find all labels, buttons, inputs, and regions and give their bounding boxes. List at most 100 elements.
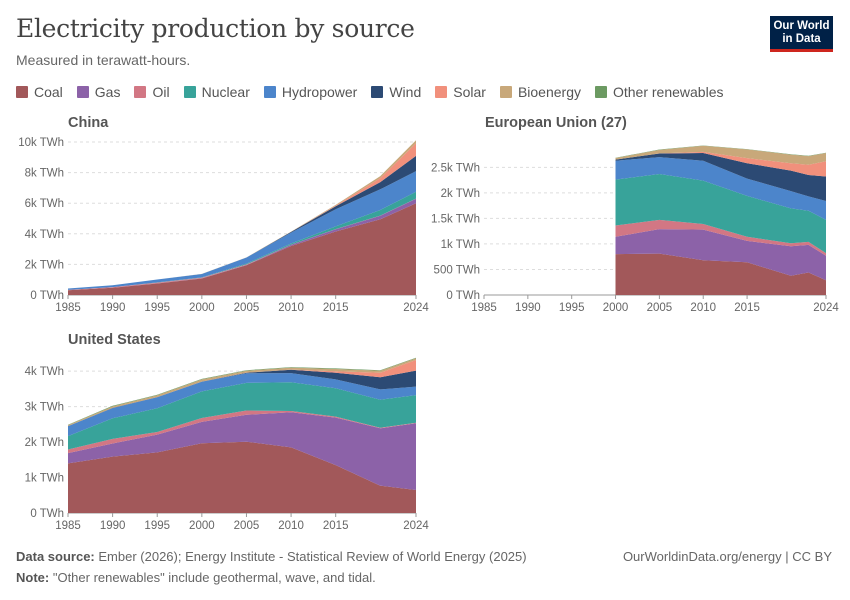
area-coal[interactable] — [68, 203, 416, 295]
x-tick-label: 2015 — [734, 302, 760, 314]
legend-item-hydropower[interactable]: Hydropower — [263, 84, 358, 100]
y-tick-label: 0 TWh — [446, 290, 480, 302]
y-tick-label: 3k TWh — [25, 402, 64, 414]
legend-label: Hydropower — [281, 84, 358, 100]
x-tick-label: 2015 — [323, 302, 349, 314]
area-nuclear[interactable] — [615, 174, 827, 254]
note-text: "Other renewables" include geothermal, w… — [52, 570, 376, 585]
x-tick-label: 2024 — [403, 302, 429, 314]
legend-item-oil[interactable]: Oil — [134, 84, 170, 100]
x-tick-label: 2000 — [189, 520, 215, 532]
chart-title: Electricity production by source — [16, 14, 415, 43]
x-tick-label: 2024 — [403, 520, 429, 532]
logo-line-2: in Data — [782, 33, 821, 45]
legend-item-nuclear[interactable]: Nuclear — [183, 84, 250, 100]
legend-label: Oil — [152, 84, 170, 100]
y-tick-label: 2k TWh — [25, 259, 64, 271]
x-tick-label: 2015 — [323, 520, 349, 532]
x-tick-label: 1985 — [55, 520, 81, 532]
y-tick-label: 6k TWh — [25, 198, 64, 210]
area-bioenergy[interactable] — [615, 145, 827, 165]
panel-title: China — [68, 115, 109, 131]
legend-label: Nuclear — [201, 84, 250, 100]
legend-item-coal[interactable]: Coal — [16, 84, 63, 100]
legend-label: Other renewables — [612, 84, 724, 100]
x-tick-label: 1990 — [515, 302, 541, 314]
y-tick-label: 500 TWh — [434, 264, 480, 276]
legend-label: Bioenergy — [517, 84, 581, 100]
legend-swatch — [435, 86, 448, 98]
y-tick-label: 0 TWh — [30, 508, 64, 520]
area-hydropower[interactable] — [68, 373, 416, 437]
x-tick-label: 1995 — [144, 520, 170, 532]
data-source: Data source: Ember (2026); Energy Instit… — [16, 549, 527, 564]
legend-label: Coal — [34, 84, 63, 100]
area-gas[interactable] — [68, 412, 416, 490]
y-tick-label: 10k TWh — [18, 137, 64, 149]
legend-swatch — [76, 86, 89, 98]
legend-item-wind[interactable]: Wind — [371, 84, 421, 100]
y-tick-label: 2.5k TWh — [431, 162, 480, 174]
legend-swatch — [499, 86, 512, 98]
area-coal[interactable] — [68, 441, 416, 513]
area-wind[interactable] — [615, 153, 827, 201]
y-tick-label: 4k TWh — [25, 366, 64, 378]
area-gas[interactable] — [615, 229, 827, 281]
chart-panel-2: United States 0 TWh 1k TWh 2k TWh 3k TWh 4k T… — [25, 332, 430, 532]
x-tick-label: 1985 — [471, 302, 497, 314]
area-solar[interactable] — [615, 151, 827, 177]
legend-item-gas[interactable]: Gas — [76, 84, 121, 100]
x-tick-label: 1985 — [55, 302, 81, 314]
area-nuclear[interactable] — [68, 382, 416, 450]
legend-label: Wind — [389, 84, 422, 100]
logo-line-1: Our World — [773, 20, 830, 32]
x-tick-label: 2005 — [234, 520, 260, 532]
note-label: Note: — [16, 570, 50, 585]
legend-item-solar[interactable]: Solar — [435, 84, 486, 100]
y-tick-label: 4k TWh — [25, 229, 64, 241]
x-tick-label: 2000 — [603, 302, 629, 314]
legend-swatch — [371, 86, 384, 98]
y-tick-label: 8k TWh — [25, 168, 64, 180]
chart-panel-1: European Union (27) 0 TWh 500 TWh 1k TWh 1.5… — [431, 115, 839, 314]
data-source-label: Data source: — [16, 549, 95, 564]
y-tick-label: 1k TWh — [25, 473, 64, 485]
panel-title: European Union (27) — [485, 115, 627, 131]
x-tick-label: 2005 — [234, 302, 260, 314]
area-other-renewables[interactable] — [68, 357, 416, 426]
x-tick-label: 1995 — [559, 302, 585, 314]
legend-label: Solar — [453, 84, 486, 100]
x-tick-label: 1990 — [100, 520, 126, 532]
legend-swatch — [16, 86, 28, 98]
y-tick-label: 1.5k TWh — [431, 213, 480, 225]
x-tick-label: 1990 — [100, 302, 126, 314]
area-oil[interactable] — [615, 219, 827, 256]
legend-swatch — [134, 86, 147, 98]
legend-label: Gas — [94, 84, 121, 100]
legend: Coal Gas Oil Nuclear Hydropower Wind Solar Bioe… — [16, 84, 738, 100]
x-tick-label: 2010 — [278, 520, 304, 532]
note: Note: "Other renewables" include geother… — [16, 570, 376, 585]
legend-swatch — [263, 86, 276, 98]
x-tick-label: 2005 — [647, 302, 673, 314]
area-bioenergy[interactable] — [68, 358, 416, 427]
credit-link[interactable]: OurWorldinData.org/energy | CC BY — [622, 549, 832, 564]
owid-logo[interactable]: Our World in Data — [770, 16, 833, 52]
x-tick-label: 1995 — [144, 302, 170, 314]
chart-subtitle: Measured in terawatt-hours. — [16, 52, 191, 68]
chart-panel-0: China 0 TWh 2k TWh 4k TWh 6k TWh 8k TWh 10k TW… — [18, 115, 429, 314]
y-tick-label: 1k TWh — [441, 239, 480, 251]
y-tick-label: 0 TWh — [30, 290, 64, 302]
area-coal[interactable] — [615, 253, 827, 295]
legend-item-other-renewables[interactable]: Other renewables — [594, 84, 724, 100]
area-hydropower[interactable] — [615, 157, 827, 220]
y-tick-label: 2k TWh — [25, 437, 64, 449]
data-source-text: Ember (2026); Energy Institute - Statist… — [98, 549, 527, 564]
legend-swatch — [594, 86, 607, 98]
x-tick-label: 2010 — [690, 302, 716, 314]
x-tick-label: 2000 — [189, 302, 215, 314]
legend-swatch — [183, 86, 196, 98]
x-tick-label: 2010 — [278, 302, 304, 314]
legend-item-bioenergy[interactable]: Bioenergy — [499, 84, 581, 100]
